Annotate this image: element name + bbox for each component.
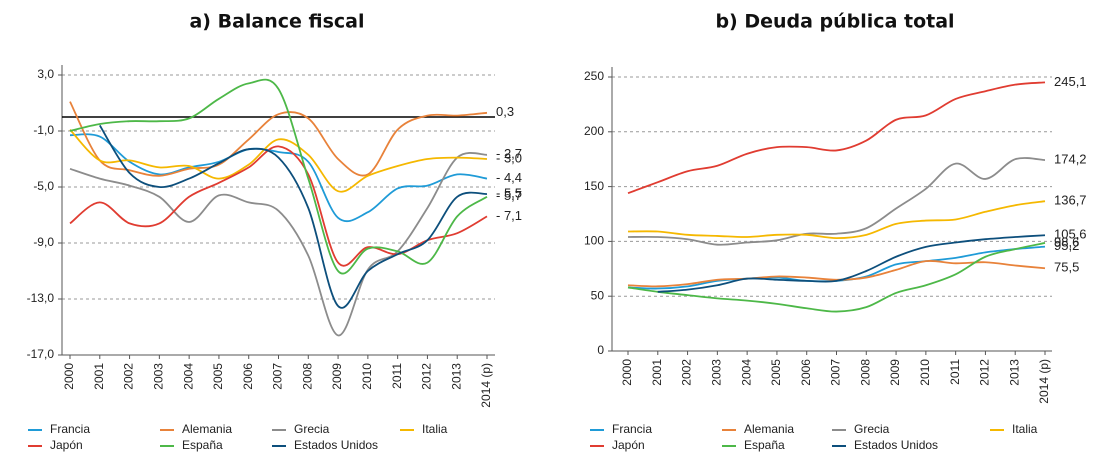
- line: [627, 242, 1046, 313]
- line: [99, 124, 488, 309]
- legend-label: Francia: [50, 422, 90, 436]
- value-label: 98,6: [1054, 234, 1079, 249]
- x-tick-label: 2001: [650, 359, 664, 386]
- x-tick-label: 2009: [330, 363, 344, 390]
- legend-label: Japón: [50, 438, 83, 452]
- y-tick-label: -1,0: [33, 123, 54, 137]
- value-label: - 2,7: [496, 146, 522, 161]
- legend-label: Italia: [422, 422, 448, 436]
- legend-label: Japón: [612, 438, 645, 452]
- y-tick-label: -5,0: [33, 179, 54, 193]
- value-label: 95,2: [1054, 238, 1079, 253]
- x-tick-label: 2003: [710, 359, 724, 386]
- x-tick-label: 2008: [858, 359, 872, 386]
- x-tick-label: 2014 (p): [1037, 359, 1051, 404]
- x-tick-label: 2013: [449, 363, 463, 390]
- y-tick-label: -13,0: [27, 291, 55, 305]
- x-tick-label: 2005: [769, 359, 783, 386]
- value-label: - 4,4: [496, 170, 522, 185]
- legend-label: Alemania: [744, 422, 794, 436]
- chart-title: a) Balance fiscal: [189, 11, 364, 33]
- legend-label: Estados Unidos: [294, 438, 378, 452]
- x-tick-label: 2013: [1007, 359, 1021, 386]
- legend-label: Francia: [612, 422, 652, 436]
- x-tick-label: 2002: [680, 359, 694, 386]
- y-tick-label: 150: [584, 179, 604, 193]
- value-label: - 5,7: [496, 188, 522, 203]
- legend-label: Estados Unidos: [854, 438, 938, 452]
- x-tick-label: 2001: [92, 363, 106, 390]
- x-tick-label: 2007: [829, 359, 843, 386]
- chart-title: b) Deuda pública total: [715, 11, 954, 33]
- x-tick-label: 2005: [211, 363, 225, 390]
- legend-label: Grecia: [294, 422, 330, 436]
- line: [627, 200, 1046, 240]
- y-tick-label: 3,0: [37, 67, 54, 81]
- legend-label: España: [744, 438, 785, 452]
- y-tick-label: 100: [584, 234, 604, 248]
- line: [69, 78, 488, 275]
- line: [69, 128, 488, 193]
- value-label: - 7,1: [496, 208, 522, 223]
- x-tick-label: 2000: [62, 363, 76, 390]
- value-label: 245,1: [1054, 74, 1087, 89]
- line: [69, 145, 488, 267]
- x-tick-label: 2010: [918, 359, 932, 386]
- x-tick-label: 2011: [390, 363, 404, 389]
- value-label: 174,2: [1054, 152, 1087, 167]
- x-tick-label: 2012: [420, 363, 434, 390]
- y-tick-label: -17,0: [27, 347, 55, 361]
- y-tick-label: 200: [584, 124, 604, 138]
- legend-label: Grecia: [854, 422, 890, 436]
- y-tick-label: 0: [597, 343, 604, 357]
- line: [627, 260, 1046, 288]
- x-tick-label: 2004: [739, 359, 753, 386]
- legend-label: Italia: [1012, 422, 1038, 436]
- value-label: - 3,0: [496, 150, 522, 165]
- line: [69, 152, 488, 337]
- x-tick-label: 2009: [888, 359, 902, 386]
- x-tick-label: 2007: [271, 363, 285, 390]
- value-label: 105,6: [1054, 227, 1087, 242]
- x-tick-label: 2010: [360, 363, 374, 390]
- x-tick-label: 2006: [799, 359, 813, 386]
- x-tick-label: 2003: [152, 363, 166, 390]
- line: [627, 81, 1046, 195]
- x-tick-label: 2002: [122, 363, 136, 390]
- line: [627, 245, 1046, 290]
- line: [657, 234, 1046, 293]
- value-label: 0,3: [496, 104, 514, 119]
- x-tick-label: 2008: [300, 363, 314, 390]
- x-tick-label: 2006: [241, 363, 255, 390]
- value-label: - 5,5: [496, 185, 522, 200]
- x-tick-label: 2012: [978, 359, 992, 386]
- x-tick-label: 2014 (p): [479, 363, 493, 408]
- y-tick-label: 250: [584, 69, 604, 83]
- legend-label: España: [182, 438, 223, 452]
- line: [69, 133, 488, 223]
- x-tick-label: 2000: [620, 359, 634, 386]
- x-tick-label: 2011: [948, 359, 962, 385]
- line: [69, 101, 488, 177]
- legend-label: Alemania: [182, 422, 232, 436]
- value-label: 136,7: [1054, 193, 1087, 208]
- line: [627, 157, 1046, 246]
- y-tick-label: -9,0: [33, 235, 54, 249]
- value-label: 75,5: [1054, 260, 1079, 275]
- x-tick-label: 2004: [181, 363, 195, 390]
- y-tick-label: 50: [591, 288, 605, 302]
